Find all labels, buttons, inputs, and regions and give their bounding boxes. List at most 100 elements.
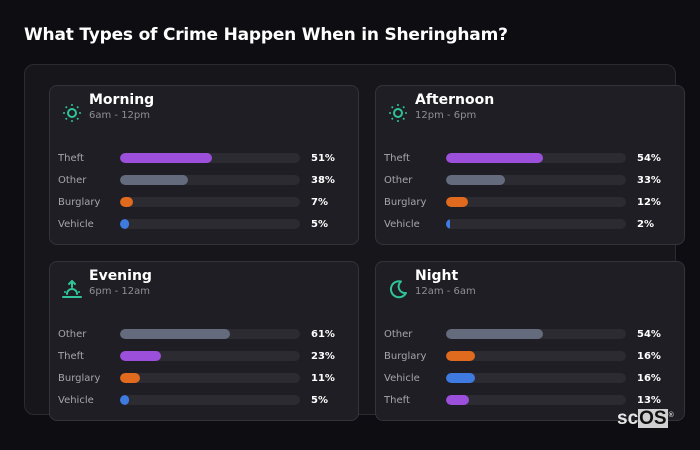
bar-fill	[446, 351, 475, 361]
bar-track	[120, 395, 300, 405]
bar-row: Burglary 11%	[58, 367, 348, 389]
bar-track	[446, 351, 626, 361]
sun-icon	[387, 102, 409, 124]
bar-fill	[120, 373, 140, 383]
bar-track	[446, 219, 626, 229]
bar-value: 11%	[311, 372, 335, 384]
card-time-range: 6am - 12pm	[89, 110, 151, 121]
bar-label: Other	[384, 174, 413, 186]
bar-label: Other	[384, 328, 413, 340]
bar-row: Theft 51%	[58, 147, 348, 169]
bar-fill	[120, 153, 212, 163]
bar-label: Burglary	[384, 196, 427, 208]
registered-mark: ®	[668, 412, 674, 419]
bar-row: Vehicle 16%	[384, 367, 674, 389]
bar-track	[120, 175, 300, 185]
bar-value: 16%	[637, 350, 661, 362]
bar-fill	[120, 219, 129, 229]
card-title: Night	[415, 268, 459, 284]
bar-value: 54%	[637, 152, 661, 164]
bar-track	[446, 197, 626, 207]
bar-value: 16%	[637, 372, 661, 384]
bar-value: 5%	[311, 218, 328, 230]
bar-fill	[120, 329, 230, 339]
page-title: What Types of Crime Happen When in Sheri…	[24, 25, 508, 45]
card-time-range: 12pm - 6pm	[415, 110, 477, 121]
bar-fill	[446, 153, 544, 163]
sunset-icon	[61, 278, 83, 300]
card-title: Afternoon	[415, 92, 495, 108]
bar-fill	[446, 395, 470, 405]
bar-track	[446, 373, 626, 383]
logo-os: OS	[638, 408, 668, 429]
card-morning: Morning 6am - 12pm Theft 51% Other 38% Bur…	[49, 85, 359, 245]
bar-row: Burglary 16%	[384, 345, 674, 367]
bar-value: 38%	[311, 174, 335, 186]
bar-label: Other	[58, 174, 87, 186]
bar-fill	[446, 329, 544, 339]
bar-track	[120, 197, 300, 207]
bar-fill	[120, 395, 129, 405]
card-title: Morning	[89, 92, 155, 108]
bar-value: 51%	[311, 152, 335, 164]
bar-value: 61%	[311, 328, 335, 340]
bar-row: Vehicle 2%	[384, 213, 674, 235]
bar-label: Burglary	[58, 372, 101, 384]
scos-logo: sc OS ®	[617, 409, 674, 428]
bar-label: Burglary	[58, 196, 101, 208]
bar-value: 33%	[637, 174, 661, 186]
bar-label: Theft	[58, 152, 84, 164]
card-time-range: 12am - 6am	[415, 286, 476, 297]
card-time-range: 6pm - 12am	[89, 286, 151, 297]
bar-label: Theft	[384, 152, 410, 164]
bar-row: Vehicle 5%	[58, 389, 348, 411]
bar-value: 2%	[637, 218, 654, 230]
bar-value: 7%	[311, 196, 328, 208]
bar-list: Theft 54% Other 33% Burglary 12% Vehicle 2%	[384, 147, 674, 235]
bar-list: Theft 51% Other 38% Burglary 7% Vehicle 5%	[58, 147, 348, 235]
bar-fill	[446, 175, 506, 185]
bar-label: Vehicle	[384, 218, 420, 230]
bar-track	[446, 175, 626, 185]
bar-row: Other 38%	[58, 169, 348, 191]
bar-row: Theft 23%	[58, 345, 348, 367]
bar-fill	[446, 197, 468, 207]
bar-track	[446, 329, 626, 339]
bar-list: Other 61% Theft 23% Burglary 11% Vehicle 5%	[58, 323, 348, 411]
bar-fill	[446, 219, 450, 229]
bar-row: Other 33%	[384, 169, 674, 191]
bar-value: 23%	[311, 350, 335, 362]
bar-track	[120, 373, 300, 383]
bar-fill	[120, 175, 189, 185]
sun-icon	[61, 102, 83, 124]
bar-track	[120, 329, 300, 339]
bar-row: Vehicle 5%	[58, 213, 348, 235]
bar-label: Vehicle	[58, 218, 94, 230]
bar-label: Theft	[58, 350, 84, 362]
bar-row: Other 61%	[58, 323, 348, 345]
bar-fill	[446, 373, 475, 383]
bar-label: Vehicle	[384, 372, 420, 384]
bar-track	[120, 219, 300, 229]
bar-row: Other 54%	[384, 323, 674, 345]
bar-row: Burglary 12%	[384, 191, 674, 213]
bar-value: 54%	[637, 328, 661, 340]
bar-value: 5%	[311, 394, 328, 406]
card-evening: Evening 6pm - 12am Other 61% Theft 23% Bur…	[49, 261, 359, 421]
bar-track	[120, 351, 300, 361]
bar-label: Theft	[384, 394, 410, 406]
bar-row: Theft 13%	[384, 389, 674, 411]
card-afternoon: Afternoon 12pm - 6pm Theft 54% Other 33% B…	[375, 85, 685, 245]
bar-label: Vehicle	[58, 394, 94, 406]
bar-row: Burglary 7%	[58, 191, 348, 213]
bar-fill	[120, 351, 162, 361]
bar-label: Other	[58, 328, 87, 340]
bar-row: Theft 54%	[384, 147, 674, 169]
moon-icon	[387, 278, 409, 300]
bar-value: 12%	[637, 196, 661, 208]
bar-value: 13%	[637, 394, 661, 406]
bar-fill	[120, 197, 133, 207]
card-title: Evening	[89, 268, 152, 284]
bar-list: Other 54% Burglary 16% Vehicle 16% Theft 13%	[384, 323, 674, 411]
